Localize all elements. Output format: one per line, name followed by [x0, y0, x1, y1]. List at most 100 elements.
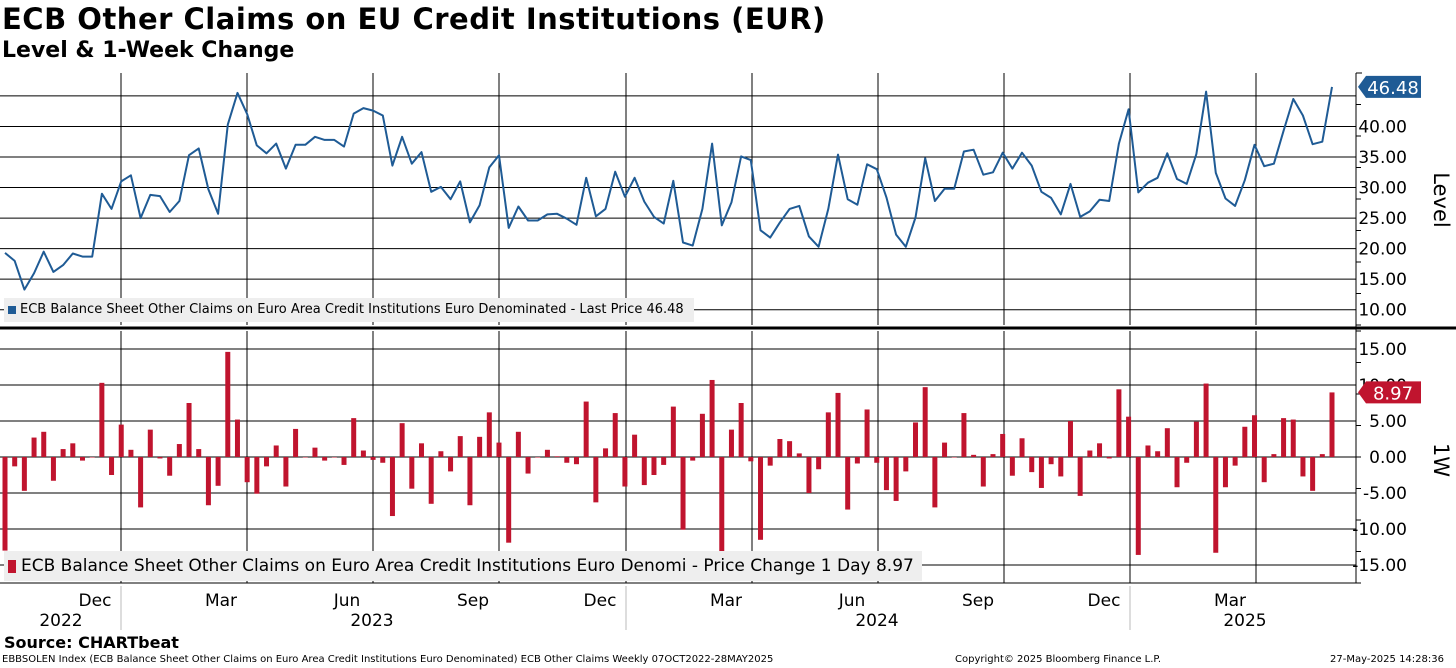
month-label: Jun	[838, 591, 866, 611]
change-bar	[1126, 416, 1132, 457]
level-last-value: 46.48	[1358, 75, 1421, 99]
level-legend-text: ECB Balance Sheet Other Claims on Euro A…	[20, 302, 684, 317]
change-bar	[622, 457, 628, 487]
change-bar	[1058, 457, 1064, 477]
level-legend: ECB Balance Sheet Other Claims on Euro A…	[4, 298, 694, 322]
change-bar	[2, 457, 8, 551]
change-bar	[1310, 457, 1316, 491]
change-bar	[1019, 438, 1025, 457]
change-bar	[302, 457, 308, 458]
change-bar	[380, 457, 386, 463]
change-bar	[1252, 415, 1258, 457]
change-bar	[990, 454, 996, 457]
change-bar	[835, 392, 841, 457]
change-bar	[1290, 419, 1296, 457]
change-bar	[1145, 445, 1151, 457]
change-tick-label: -10.00	[1352, 520, 1407, 540]
change-bar	[709, 379, 715, 457]
change-bar	[419, 443, 425, 457]
change-bar	[50, 457, 56, 481]
level-tick-label: 15.00	[1358, 270, 1407, 290]
change-bar	[971, 454, 977, 457]
change-bar	[1242, 426, 1248, 457]
change-bar	[41, 431, 47, 457]
change-bar	[593, 457, 599, 503]
level-axis-label: Level	[1429, 172, 1453, 227]
change-bar	[883, 457, 889, 491]
change-bar	[234, 419, 240, 457]
change-bar	[728, 429, 734, 457]
change-bar	[1222, 457, 1228, 488]
change-bar	[293, 428, 299, 457]
source-note: Source: CHARTbeat	[4, 633, 179, 652]
level-last-value-text: 46.48	[1367, 78, 1419, 99]
change-bar	[399, 423, 405, 457]
change-bar	[89, 457, 95, 458]
change-bar	[912, 422, 918, 457]
change-bar	[661, 457, 667, 465]
change-bar	[167, 457, 173, 476]
change-bar	[1077, 457, 1083, 496]
level-tick-label: 30.00	[1358, 179, 1407, 199]
level-legend-swatch	[8, 305, 16, 314]
gridlines	[0, 73, 1356, 583]
change-bar	[31, 437, 37, 457]
year-label: 2024	[855, 611, 898, 631]
year-label: 2023	[350, 611, 393, 631]
change-bar	[457, 436, 463, 457]
change-bar	[942, 442, 948, 457]
change-bar	[699, 413, 705, 457]
change-bar	[128, 449, 134, 457]
change-last-value-bg	[1358, 381, 1421, 404]
level-panel	[4, 86, 1333, 291]
change-bar	[903, 457, 909, 472]
change-bar	[525, 457, 531, 474]
change-legend-text: ECB Balance Sheet Other Claims on Euro A…	[21, 556, 914, 576]
change-bar	[651, 457, 657, 475]
year-label: 2025	[1223, 611, 1266, 631]
change-bar	[1174, 457, 1180, 488]
footer-timestamp: 27-May-2025 14:28:36	[1330, 654, 1444, 665]
change-bar	[980, 457, 986, 487]
change-bar	[225, 351, 231, 457]
change-bar	[1000, 433, 1006, 457]
change-bar	[796, 453, 802, 457]
change-bar	[60, 449, 66, 457]
change-bar	[864, 409, 870, 457]
change-bar	[147, 429, 153, 457]
change-bar	[351, 418, 357, 457]
change-bar	[564, 457, 570, 463]
footer-description: EBBSOLEN Index (ECB Balance Sheet Other …	[2, 654, 774, 665]
change-bar	[341, 457, 347, 465]
change-bar	[816, 457, 822, 470]
change-bar	[467, 457, 473, 506]
level-series-line	[4, 86, 1333, 291]
change-bar	[1300, 457, 1306, 477]
change-bar	[370, 457, 376, 460]
change-bar	[70, 443, 76, 457]
change-bar	[1009, 457, 1015, 476]
change-bar	[312, 447, 318, 457]
level-tick-label: 40.00	[1358, 117, 1407, 137]
change-tick-label: 0.00	[1369, 448, 1407, 468]
change-bar	[767, 457, 773, 466]
level-tick-label: 25.00	[1358, 209, 1407, 229]
change-bar	[409, 457, 415, 489]
chart-subtitle: Level & 1-Week Change	[2, 38, 295, 63]
change-bar	[1087, 450, 1093, 457]
change-bar	[961, 413, 967, 457]
month-label: Mar	[1214, 591, 1246, 611]
change-bar	[99, 382, 105, 457]
change-bar	[951, 457, 957, 458]
change-bar	[748, 457, 754, 462]
change-axis-label: 1W	[1429, 443, 1453, 477]
month-label: Dec	[584, 591, 617, 611]
change-last-value-text: 8.97	[1373, 383, 1413, 404]
level-tick-label: 35.00	[1358, 148, 1407, 168]
change-bar	[79, 457, 85, 461]
change-bar	[176, 444, 182, 457]
change-bar	[544, 449, 550, 457]
change-bar	[118, 424, 124, 457]
change-bar	[254, 457, 260, 494]
